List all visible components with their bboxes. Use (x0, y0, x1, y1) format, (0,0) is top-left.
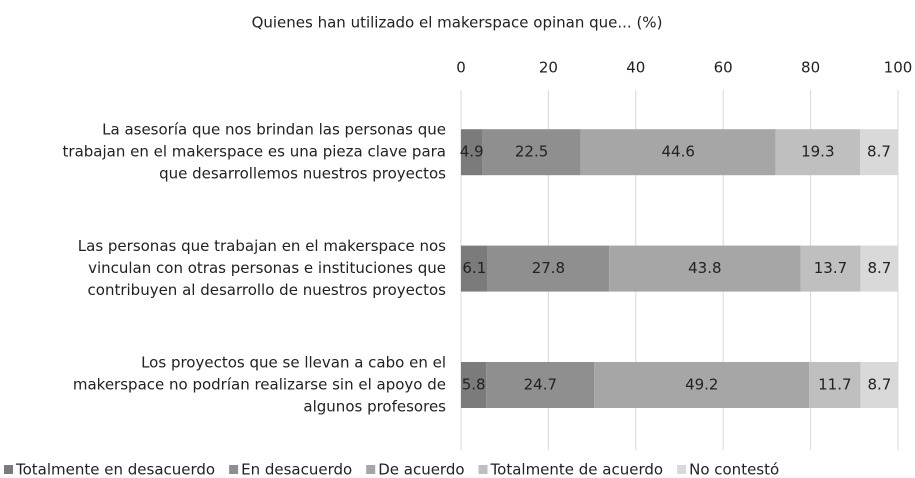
bar-segment (775, 129, 860, 176)
bar-segment (594, 362, 810, 408)
data-label: 4.9 (460, 143, 484, 161)
chart-title: Quienes han utilizado el makerspace opin… (252, 14, 663, 32)
x-tick-label: 100 (884, 59, 913, 77)
data-label: 8.7 (867, 376, 891, 394)
x-tick-label: 20 (539, 59, 558, 77)
x-tick-label: 0 (456, 59, 466, 77)
legend-swatch (229, 465, 239, 474)
x-tick-label: 40 (626, 59, 645, 77)
legend-label: De acuerdo (378, 461, 464, 478)
legend-swatch (4, 465, 13, 474)
bar-segment (860, 245, 899, 292)
bar-segment (860, 362, 899, 408)
data-label: 44.6 (661, 143, 694, 161)
y-tick-label: contribuyen al desarrollo de nuestros pr… (88, 281, 447, 299)
y-tick-label: vinculan con otras personas e institucio… (88, 259, 446, 277)
data-label: 27.8 (532, 259, 565, 277)
bar-segment (809, 362, 861, 408)
y-tick-label: trabajan en el makerspace es una pieza c… (63, 143, 446, 161)
bar-segment (461, 245, 488, 292)
x-tick-label: 80 (801, 59, 820, 77)
legend-label: Totalmente de acuerdo (490, 461, 664, 478)
data-label: 5.8 (462, 376, 486, 394)
y-tick-label: algunos profesores (303, 398, 446, 416)
legend-label: En desacuerdo (241, 461, 352, 478)
data-label: 13.7 (814, 259, 847, 277)
data-label: 49.2 (685, 376, 718, 394)
data-label: 8.7 (867, 143, 891, 161)
bar-segment (486, 362, 595, 408)
y-tick-label: Los proyectos que se llevan a cabo en el (141, 354, 446, 372)
bar-segment (461, 129, 483, 176)
y-tick-label: makerspace no podrían realizarse sin el … (73, 376, 446, 394)
data-label: 6.1 (462, 259, 486, 277)
legend-swatch (366, 465, 376, 474)
y-tick-label: que desarrollemos nuestros proyectos (159, 165, 446, 183)
bar-segment (800, 245, 861, 292)
data-label: 43.8 (688, 259, 721, 277)
bar-segment (461, 362, 487, 408)
y-tick-label: Las personas que trabajan en el makerspa… (78, 237, 446, 255)
data-label: 22.5 (515, 143, 548, 161)
legend-swatch (478, 465, 488, 474)
data-label: 8.7 (867, 259, 891, 277)
y-tick-label: La asesoría que nos brindan las personas… (102, 121, 446, 139)
legend-label: Totalmente en desacuerdo (15, 461, 215, 478)
bar-segment (487, 245, 610, 292)
bar-segment (580, 129, 776, 176)
legend-swatch (677, 465, 687, 474)
bar-segment (609, 245, 801, 292)
data-label: 19.3 (801, 143, 834, 161)
data-label: 24.7 (524, 376, 557, 394)
bar-segment (482, 129, 581, 176)
bar-segment (859, 129, 898, 176)
x-tick-label: 60 (714, 59, 733, 77)
data-label: 11.7 (818, 376, 851, 394)
legend-label: No contestó (689, 461, 779, 478)
